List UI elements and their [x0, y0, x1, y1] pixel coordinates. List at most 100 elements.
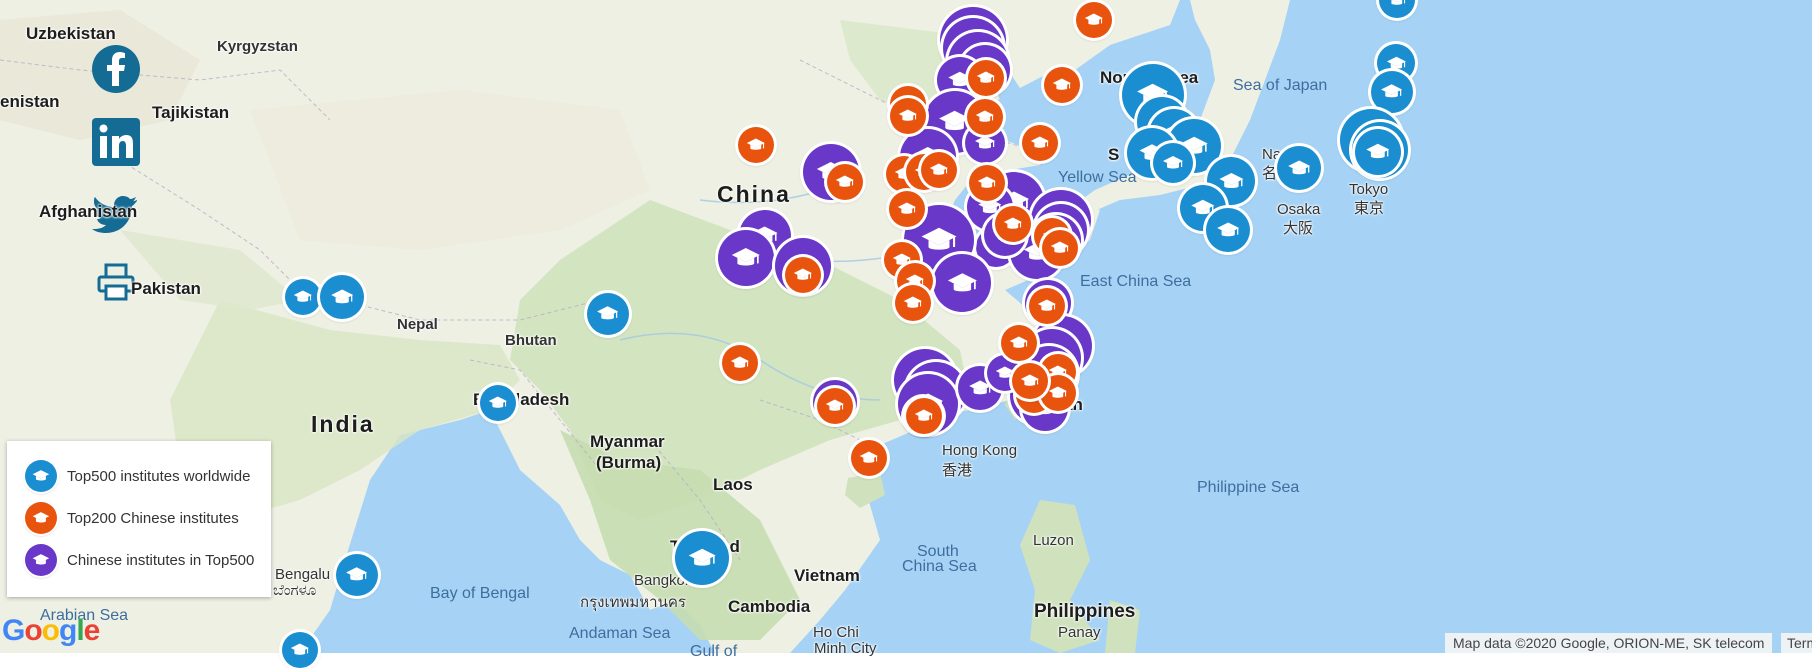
marker-top500-worldwide[interactable] [320, 275, 364, 319]
marker-top200-chinese[interactable] [1042, 230, 1078, 266]
mortarboard-icon [330, 289, 353, 304]
mortarboard-icon [1049, 386, 1067, 398]
marker-top200-chinese[interactable] [995, 206, 1031, 242]
marker-top200-chinese[interactable] [1076, 2, 1112, 38]
terms-link[interactable]: Terms [1781, 633, 1812, 653]
mortarboard-icon [1216, 222, 1239, 237]
mortarboard-icon [1218, 172, 1243, 188]
label-ho-chi-minh: Ho Chi [813, 624, 859, 641]
mortarboard-icon [836, 175, 854, 187]
mortarboard-icon [731, 356, 749, 368]
marker-top200-chinese[interactable] [906, 398, 942, 434]
google-logo[interactable]: Google [2, 614, 100, 647]
label-nepal: Nepal [397, 316, 438, 333]
label-osaka: Osaka [1277, 201, 1321, 218]
label-nagoya: Na [1262, 146, 1282, 163]
marker-top200-chinese[interactable] [738, 127, 774, 163]
marker-top200-chinese[interactable] [722, 345, 758, 381]
legend-item-top200-chinese: Top200 Chinese institutes [25, 500, 239, 536]
mortarboard-icon [25, 502, 57, 534]
marker-top500-worldwide[interactable] [1379, 0, 1415, 18]
label-nagoya-jp: 名 [1262, 165, 1278, 182]
marker-top500-worldwide[interactable] [587, 293, 629, 335]
label-south-china-sea: South [917, 543, 959, 560]
label-philippine-sea: Philippine Sea [1197, 479, 1300, 496]
marker-top200-chinese[interactable] [827, 164, 863, 200]
marker-top500-worldwide[interactable] [1371, 71, 1413, 113]
mortarboard-icon [25, 544, 57, 576]
marker-top200-chinese[interactable] [817, 388, 853, 424]
label-bengaluru: Bengalu [275, 566, 331, 583]
marker-top200-chinese[interactable] [969, 165, 1005, 201]
linkedin-icon[interactable] [91, 117, 141, 167]
marker-top500-worldwide[interactable] [675, 531, 729, 585]
facebook-icon[interactable] [91, 44, 141, 94]
legend-item-chinese-in-top500: Chinese institutes in Top500 [25, 542, 254, 578]
mortarboard-icon [1038, 299, 1056, 311]
mortarboard-icon [1053, 78, 1071, 90]
marker-chinese-in-top500[interactable] [933, 254, 991, 312]
marker-top200-chinese[interactable] [968, 60, 1004, 96]
marker-top500-worldwide[interactable] [282, 632, 318, 668]
mortarboard-icon [893, 253, 911, 265]
marker-chinese-in-top500[interactable] [958, 366, 1002, 410]
label-ho-chi-minh-2: Minh City [814, 640, 877, 657]
mortarboard-icon [1021, 374, 1039, 386]
marker-chinese-in-top500[interactable] [718, 230, 774, 286]
mortarboard-icon [860, 451, 878, 463]
marker-top500-worldwide[interactable] [1206, 208, 1250, 252]
label-myanmar: Myanmar [590, 432, 665, 451]
mortarboard-icon [1191, 199, 1215, 215]
marker-top500-worldwide[interactable] [336, 554, 378, 596]
mortarboard-icon [1004, 217, 1022, 229]
marker-top500-worldwide[interactable] [1153, 143, 1193, 183]
mortarboard-icon [930, 163, 948, 175]
label-afghanistan: Afghanistan [39, 202, 138, 221]
print-icon[interactable] [96, 262, 136, 302]
marker-top200-chinese[interactable] [967, 99, 1003, 135]
marker-top200-chinese[interactable] [889, 191, 925, 227]
label-india: India [311, 411, 375, 437]
marker-top200-chinese[interactable] [921, 152, 957, 188]
label-kyrgyzstan: Kyrgyzstan [217, 38, 298, 55]
mortarboard-icon [976, 110, 994, 122]
marker-top200-chinese[interactable] [895, 285, 931, 321]
label-uzbekistan: Uzbekistan [26, 24, 116, 43]
marker-top200-chinese[interactable] [1001, 325, 1037, 361]
marker-top500-worldwide[interactable] [480, 385, 516, 421]
label-burma: (Burma) [596, 453, 662, 472]
mortarboard-icon [794, 268, 812, 280]
marker-top200-chinese[interactable] [785, 257, 821, 293]
legend-label: Top200 Chinese institutes [67, 509, 239, 527]
map-attribution: Map data ©2020 Google, ORION-ME, SK tele… [1445, 633, 1773, 653]
marker-top200-chinese[interactable] [890, 98, 926, 134]
marker-top200-chinese[interactable] [1044, 67, 1080, 103]
marker-top500-worldwide[interactable] [1355, 129, 1401, 175]
mortarboard-icon [975, 136, 995, 149]
label-andaman-sea: Andaman Sea [569, 625, 671, 642]
mortarboard-icon [346, 567, 368, 581]
label-vietnam: Vietnam [794, 566, 860, 585]
marker-top200-chinese[interactable] [851, 440, 887, 476]
mortarboard-icon [977, 71, 995, 83]
label-bangkok: Bangkok [634, 572, 693, 589]
marker-top200-chinese[interactable] [1022, 125, 1058, 161]
label-arabian-sea: Arabian Sea [40, 607, 129, 624]
legend-label: Top500 institutes worldwide [67, 467, 251, 485]
label-south-korea: S [1108, 145, 1120, 164]
twitter-icon[interactable] [91, 190, 141, 240]
marker-top200-chinese[interactable] [1029, 288, 1065, 324]
mortarboard-icon [1381, 84, 1403, 98]
mortarboard-icon [899, 109, 917, 121]
label-hong-kong-cn: 香港 [942, 462, 973, 479]
marker-top500-worldwide[interactable] [1277, 146, 1321, 190]
label-bay-of-bengal: Bay of Bengal [430, 585, 530, 602]
mortarboard-icon [489, 396, 507, 408]
marker-top500-worldwide[interactable] [285, 279, 321, 315]
label-yellow-sea: Yellow Sea [1058, 169, 1137, 186]
label-tajikistan: Tajikistan [152, 103, 230, 122]
mortarboard-icon [1366, 143, 1390, 159]
marker-top200-chinese[interactable] [1012, 363, 1048, 399]
label-laos: Laos [713, 475, 753, 494]
mortarboard-icon [1031, 136, 1049, 148]
